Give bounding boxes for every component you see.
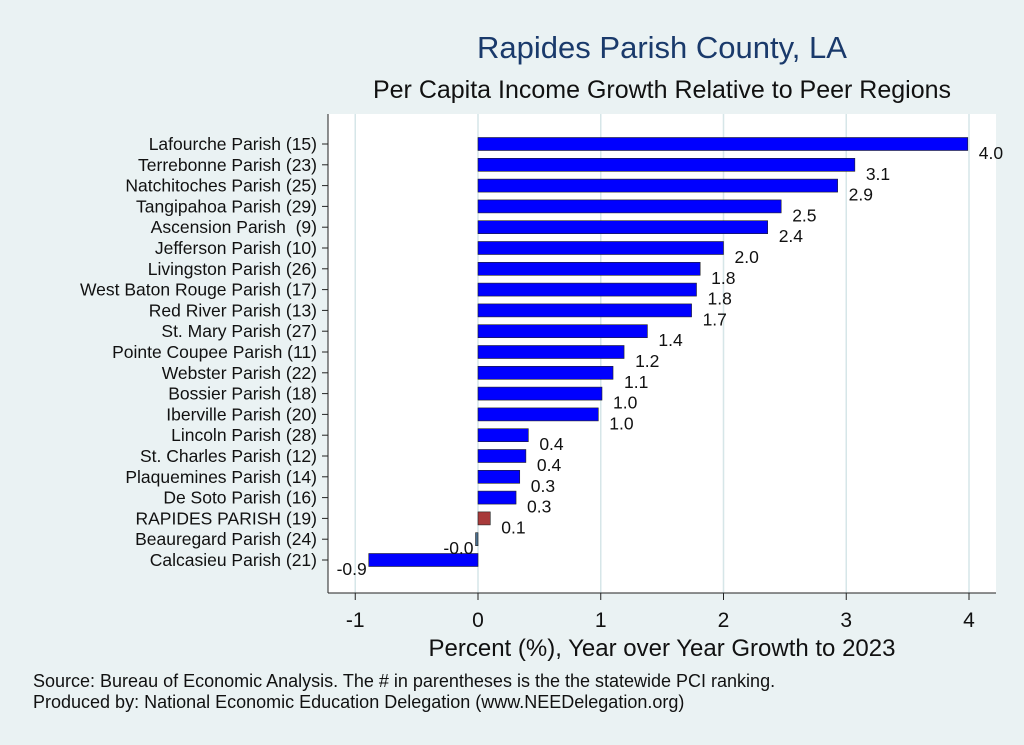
x-axis-label: Percent (%), Year over Year Growth to 20… xyxy=(429,635,896,662)
bar xyxy=(368,553,479,567)
bar xyxy=(477,428,529,443)
data-label: 0.3 xyxy=(531,476,555,496)
category-label: De Soto Parish (16) xyxy=(163,488,317,508)
x-tick-label: 0 xyxy=(472,609,484,632)
data-label: 1.8 xyxy=(707,289,731,309)
produced-by-note: Produced by: National Economic Education… xyxy=(33,692,685,712)
bar xyxy=(477,199,782,214)
chart-title: Rapides Parish County, LA xyxy=(477,30,847,65)
category-label: RAPIDES PARISH (19) xyxy=(135,508,317,528)
bar xyxy=(477,365,614,380)
bar xyxy=(477,220,768,234)
data-label: 1.7 xyxy=(703,309,727,329)
category-label: Webster Parish (22) xyxy=(162,363,317,383)
data-label: 2.9 xyxy=(849,185,873,205)
plot-area xyxy=(328,114,996,593)
x-tick-label: 4 xyxy=(963,609,975,632)
bar xyxy=(477,158,856,172)
data-label: 0.4 xyxy=(539,434,564,454)
x-tick-label: -1 xyxy=(346,609,365,632)
data-label: 4.0 xyxy=(979,143,1004,163)
data-label: 2.0 xyxy=(735,247,760,267)
data-label: 0.1 xyxy=(501,517,525,537)
category-label: Lincoln Parish (28) xyxy=(171,425,317,445)
bar xyxy=(477,490,517,505)
bar xyxy=(477,407,599,422)
category-label: West Baton Rouge Parish (17) xyxy=(80,280,317,300)
bar xyxy=(477,345,625,359)
bar xyxy=(477,137,969,151)
source-note: Source: Bureau of Economic Analysis. The… xyxy=(33,671,776,691)
category-label: Natchitoches Parish (25) xyxy=(125,176,317,196)
bar xyxy=(477,241,724,255)
data-label: 1.2 xyxy=(635,351,659,371)
category-label: Plaquemines Parish (14) xyxy=(125,467,317,487)
data-label: 0.4 xyxy=(537,455,562,475)
data-label: 1.0 xyxy=(609,413,634,433)
data-label: 3.1 xyxy=(866,164,890,184)
category-label: Iberville Parish (20) xyxy=(166,404,317,424)
category-label: St. Mary Parish (27) xyxy=(161,321,317,341)
data-label: 2.5 xyxy=(792,205,816,225)
x-tick-label: 3 xyxy=(840,609,852,632)
bar xyxy=(477,324,648,339)
bar xyxy=(475,532,479,547)
category-label: Livingston Parish (26) xyxy=(148,259,317,279)
bar xyxy=(477,282,697,297)
category-label: Red River Parish (13) xyxy=(149,300,317,320)
data-label: 1.0 xyxy=(613,393,638,413)
bar xyxy=(477,261,701,276)
x-tick-label: 2 xyxy=(718,609,730,632)
bar xyxy=(477,469,521,484)
bar xyxy=(477,178,838,193)
data-label: 1.4 xyxy=(658,330,683,350)
data-label: 1.8 xyxy=(711,268,735,288)
data-label: -0.0 xyxy=(443,538,473,558)
chart-subtitle: Per Capita Income Growth Relative to Pee… xyxy=(373,76,951,104)
bar xyxy=(477,386,603,401)
bar xyxy=(477,449,527,463)
category-label: Terrebonne Parish (23) xyxy=(138,155,317,175)
category-label: Ascension Parish (9) xyxy=(151,217,317,237)
category-label: St. Charles Parish (12) xyxy=(140,446,317,466)
category-label: Calcasieu Parish (21) xyxy=(150,550,317,570)
data-label: 0.3 xyxy=(527,497,551,517)
x-tick-label: 1 xyxy=(595,609,607,632)
category-label: Beauregard Parish (24) xyxy=(135,529,317,549)
category-label: Pointe Coupee Parish (11) xyxy=(112,342,317,362)
category-label: Bossier Parish (18) xyxy=(168,384,317,404)
category-label: Lafourche Parish (15) xyxy=(149,134,317,154)
bar xyxy=(477,511,491,526)
bar xyxy=(477,303,692,318)
data-label: 2.4 xyxy=(779,226,804,246)
data-label: 1.1 xyxy=(624,372,648,392)
category-label: Jefferson Parish (10) xyxy=(155,238,317,258)
category-label: Tangipahoa Parish (29) xyxy=(136,196,317,216)
data-label: -0.9 xyxy=(337,559,367,579)
